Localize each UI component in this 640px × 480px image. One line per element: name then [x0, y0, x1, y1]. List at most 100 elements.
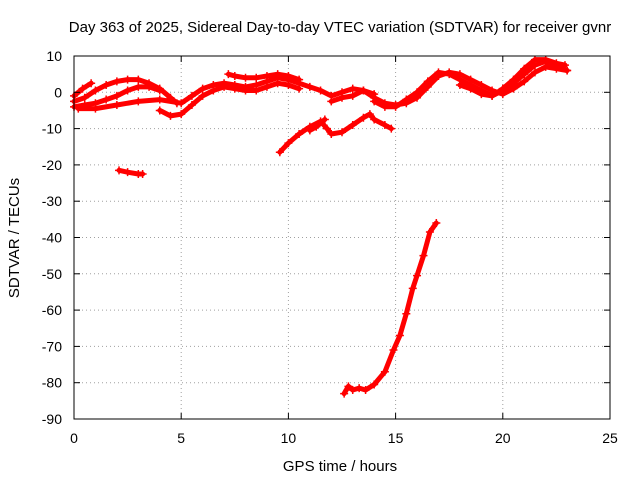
data-point	[320, 115, 329, 124]
data-point	[395, 331, 404, 340]
data-point	[123, 75, 132, 84]
data-point	[316, 86, 325, 95]
y-tick-label: -90	[42, 411, 62, 427]
data-point	[284, 81, 293, 90]
data-point	[498, 84, 507, 93]
data-point	[387, 124, 396, 133]
data-point	[340, 389, 349, 398]
y-tick-label: -60	[42, 302, 62, 318]
data-point	[530, 68, 539, 77]
x-tick-label: 20	[495, 430, 511, 446]
data-point	[391, 102, 400, 111]
data-point	[177, 99, 186, 108]
data-point	[134, 82, 143, 91]
data-point	[123, 168, 132, 177]
data-point	[220, 82, 229, 91]
data-point	[348, 120, 357, 129]
data-point	[423, 77, 432, 86]
data-point	[563, 66, 572, 75]
x-tick-label: 10	[281, 430, 297, 446]
data-point	[509, 75, 518, 84]
y-tick-label: 10	[46, 48, 62, 64]
data-point	[241, 86, 250, 95]
data-point	[560, 61, 569, 70]
data-point	[530, 55, 539, 64]
data-point	[402, 95, 411, 104]
data-point	[344, 382, 353, 391]
y-axis-label: SDTVAR / TECUs	[6, 178, 23, 298]
data-point	[123, 86, 132, 95]
y-tick-label: -40	[42, 230, 62, 246]
data-point	[138, 169, 147, 178]
data-point	[348, 91, 357, 100]
data-point	[432, 218, 441, 227]
data-point	[198, 91, 207, 100]
data-point	[177, 110, 186, 119]
y-tick-label: -70	[42, 338, 62, 354]
data-point	[365, 110, 374, 119]
data-point	[338, 128, 346, 137]
data-point	[295, 75, 304, 84]
data-point	[295, 84, 304, 93]
data-point	[262, 71, 271, 80]
data-point	[370, 115, 379, 124]
tick-labels: 0 5 10 15 20 25 10 0 -10 -20 -30 -40 -50 -60 -70 -80 -90	[42, 48, 618, 446]
data-point	[370, 97, 379, 106]
data-point	[466, 84, 475, 93]
x-tick-label: 5	[177, 430, 185, 446]
x-axis-label: GPS time / hours	[283, 458, 397, 475]
data-point	[230, 71, 239, 80]
series-layer	[70, 55, 572, 398]
data-point	[359, 113, 368, 122]
data-point	[252, 73, 261, 82]
data-point	[419, 251, 428, 260]
data-point	[74, 104, 83, 113]
y-tick-label: -80	[42, 375, 62, 391]
ticks	[73, 55, 611, 420]
data-point	[348, 385, 357, 394]
data-point	[102, 95, 111, 104]
y-tick-label: -10	[42, 121, 62, 137]
data-point	[327, 130, 336, 139]
y-tick-label: -20	[42, 157, 62, 173]
data-point	[115, 166, 124, 175]
data-point	[112, 101, 121, 110]
data-point	[166, 111, 175, 120]
data-point	[380, 102, 389, 111]
series-track-m	[341, 220, 439, 397]
data-point	[488, 91, 497, 100]
data-point	[198, 84, 207, 93]
data-point	[187, 91, 196, 100]
data-point	[145, 82, 154, 91]
data-point	[434, 68, 443, 77]
data-point	[209, 86, 218, 95]
data-point	[284, 139, 293, 148]
data-point	[348, 84, 357, 93]
data-point	[413, 88, 422, 97]
data-point	[402, 309, 411, 318]
data-point	[230, 84, 239, 93]
data-point	[112, 77, 121, 86]
data-point	[78, 84, 87, 93]
data-point	[134, 97, 143, 106]
data-point	[389, 346, 398, 355]
data-point	[273, 70, 282, 79]
data-point	[520, 64, 529, 73]
data-point	[112, 91, 121, 100]
y-tick-label: -30	[42, 193, 62, 209]
data-point	[224, 70, 233, 79]
data-point	[134, 75, 143, 84]
data-point	[541, 55, 550, 64]
chart-title: Day 363 of 2025, Sidereal Day-to-day VTE…	[69, 19, 611, 36]
data-point	[359, 86, 368, 95]
data-point	[273, 79, 282, 88]
data-point	[413, 271, 422, 280]
data-point	[155, 95, 164, 104]
data-point	[425, 228, 434, 237]
data-point	[445, 70, 454, 79]
data-point	[155, 106, 164, 115]
data-point	[87, 79, 96, 88]
data-point	[275, 148, 284, 157]
data-point	[80, 93, 89, 102]
